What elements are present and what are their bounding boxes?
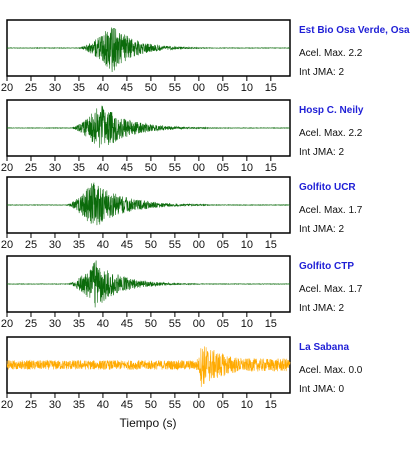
x-tick-label: 10 (241, 399, 253, 411)
max-acceleration: Acel. Max. 0.0 (299, 365, 363, 376)
x-tick-label: 40 (97, 82, 109, 94)
waveform-series (6, 105, 291, 148)
station-name: Golfito CTP (299, 261, 354, 272)
x-tick-label: 30 (49, 399, 61, 411)
x-tick-label: 20 (1, 318, 13, 330)
x-tick-label: 50 (145, 318, 157, 330)
x-tick-label: 50 (145, 162, 157, 174)
jma-intensity: Int JMA: 2 (299, 224, 344, 235)
x-tick-label: 55 (169, 318, 181, 330)
x-tick-label: 10 (241, 162, 253, 174)
x-tick-label: 25 (25, 162, 37, 174)
x-tick-label: 20 (1, 239, 13, 251)
max-acceleration: Acel. Max. 2.2 (299, 48, 363, 59)
x-tick-label: 50 (145, 239, 157, 251)
waveform-series (6, 260, 291, 308)
x-tick-label: 40 (97, 239, 109, 251)
x-tick-label: 35 (73, 82, 85, 94)
x-tick-label: 20 (1, 399, 13, 411)
x-axis-label: Tiempo (s) (120, 416, 177, 430)
x-tick-label: 05 (217, 239, 229, 251)
max-acceleration: Acel. Max. 1.7 (299, 205, 363, 216)
station-name: La Sabana (299, 342, 349, 353)
x-tick-label: 05 (217, 399, 229, 411)
x-tick-label: 20 (1, 162, 13, 174)
x-tick-label: 35 (73, 399, 85, 411)
jma-intensity: Int JMA: 2 (299, 67, 344, 78)
x-tick-label: 15 (265, 318, 277, 330)
x-tick-label: 45 (121, 82, 133, 94)
station-name: Hosp C. Neily (299, 105, 364, 116)
station-name: Golfito UCR (299, 182, 356, 193)
x-tick-label: 55 (169, 162, 181, 174)
x-tick-label: 45 (121, 318, 133, 330)
panel-5: 20 25 30 35 40 45 50 55 00 05 10 15 La Sabana Acel. M… (1, 336, 363, 411)
x-tick-label: 35 (73, 318, 85, 330)
waveform-series (6, 27, 291, 73)
x-tick-label: 40 (97, 399, 109, 411)
x-tick-label: 30 (49, 82, 61, 94)
panel-3: 20 25 30 35 40 45 50 55 00 05 10 15 Golfito UCR Acel.… (1, 176, 363, 251)
jma-intensity: Int JMA: 2 (299, 147, 344, 158)
panel-4: 20 25 30 35 40 45 50 55 00 05 10 15 Golfito CTP Acel.… (1, 255, 363, 330)
x-tick-label: 35 (73, 239, 85, 251)
x-tick-label: 10 (241, 318, 253, 330)
panels-group: 20 25 30 35 40 45 50 55 00 05 10 15 Est Bio Osa Verd… (1, 19, 410, 411)
x-tick-label: 55 (169, 399, 181, 411)
x-tick-label: 25 (25, 318, 37, 330)
x-tick-label: 35 (73, 162, 85, 174)
panel-2: 20 25 30 35 40 45 50 55 00 05 10 15 Hosp C. Neily Ace… (1, 99, 364, 174)
x-tick-label: 00 (193, 399, 205, 411)
x-tick-label: 40 (97, 318, 109, 330)
x-tick-label: 25 (25, 399, 37, 411)
waveform-series (6, 182, 291, 226)
x-tick-label: 50 (145, 399, 157, 411)
x-tick-label: 30 (49, 162, 61, 174)
x-tick-label: 45 (121, 162, 133, 174)
x-tick-label: 20 (1, 82, 13, 94)
x-tick-label: 30 (49, 239, 61, 251)
x-tick-label: 30 (49, 318, 61, 330)
x-tick-label: 25 (25, 239, 37, 251)
x-tick-label: 25 (25, 82, 37, 94)
max-acceleration: Acel. Max. 1.7 (299, 284, 363, 295)
x-tick-label: 55 (169, 82, 181, 94)
waveform-series (6, 346, 291, 387)
x-tick-label: 05 (217, 318, 229, 330)
x-tick-label: 15 (265, 399, 277, 411)
max-acceleration: Acel. Max. 2.2 (299, 128, 363, 139)
x-tick-label: 05 (217, 162, 229, 174)
x-tick-label: 00 (193, 239, 205, 251)
x-tick-label: 05 (217, 82, 229, 94)
panel-1: 20 25 30 35 40 45 50 55 00 05 10 15 Est Bio Osa Verd… (1, 19, 410, 94)
x-tick-label: 55 (169, 239, 181, 251)
x-tick-label: 10 (241, 82, 253, 94)
x-tick-label: 10 (241, 239, 253, 251)
jma-intensity: Int JMA: 2 (299, 303, 344, 314)
x-tick-label: 50 (145, 82, 157, 94)
x-tick-label: 40 (97, 162, 109, 174)
x-tick-label: 15 (265, 239, 277, 251)
x-tick-label: 45 (121, 239, 133, 251)
x-tick-label: 00 (193, 318, 205, 330)
x-tick-label: 15 (265, 162, 277, 174)
jma-intensity: Int JMA: 0 (299, 384, 344, 395)
x-tick-label: 45 (121, 399, 133, 411)
x-tick-label: 00 (193, 162, 205, 174)
x-tick-label: 15 (265, 82, 277, 94)
station-name: Est Bio Osa Verde, Osa (299, 25, 410, 36)
x-tick-label: 00 (193, 82, 205, 94)
